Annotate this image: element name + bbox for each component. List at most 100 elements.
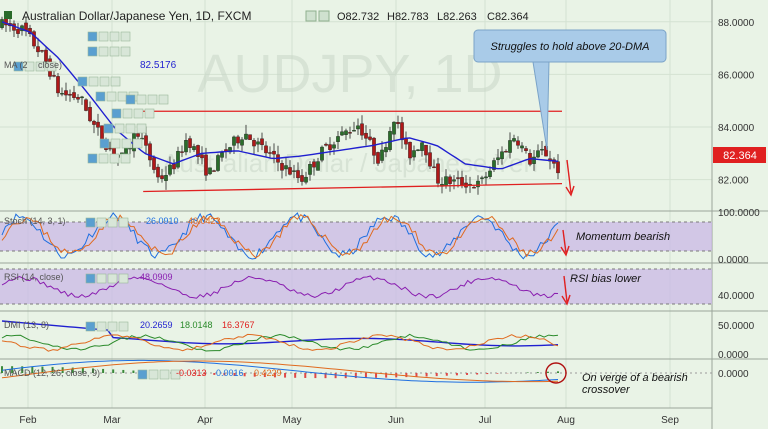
candle-body[interactable] <box>184 140 188 153</box>
macd-pane[interactable] <box>0 360 712 406</box>
candle-body[interactable] <box>100 125 104 141</box>
candle-body[interactable] <box>0 19 4 28</box>
indicator-tool-icon[interactable] <box>118 321 129 332</box>
candle-body[interactable] <box>312 161 316 168</box>
candle-body[interactable] <box>300 175 304 182</box>
indicator-tool-icon[interactable] <box>120 31 131 42</box>
stoch-d-line[interactable] <box>1 213 559 259</box>
candle-body[interactable] <box>556 161 560 174</box>
indicator-tool-icon[interactable] <box>99 138 110 149</box>
candle-body[interactable] <box>248 134 252 140</box>
indicator-tool-icon[interactable] <box>120 46 131 57</box>
indicator-tool-icon[interactable] <box>87 31 98 42</box>
indicator-tool-icon[interactable] <box>125 94 136 105</box>
indicator-tool-icon[interactable] <box>13 61 24 72</box>
indicator-tool-icon[interactable] <box>111 108 122 119</box>
indicator-tool-icon[interactable] <box>46 61 57 72</box>
indicator-tool-icon[interactable] <box>118 273 129 284</box>
indicator-tool-icon[interactable] <box>98 31 109 42</box>
candle-body[interactable] <box>536 150 540 158</box>
candle-body[interactable] <box>280 163 284 171</box>
candle-body[interactable] <box>92 120 96 125</box>
candle-body[interactable] <box>252 140 256 147</box>
candle-body[interactable] <box>352 130 356 132</box>
indicator-tool-icon[interactable] <box>158 94 169 105</box>
candle-body[interactable] <box>296 170 300 179</box>
candle-body[interactable] <box>516 140 520 146</box>
candle-body[interactable] <box>308 164 312 175</box>
candle-body[interactable] <box>396 122 400 125</box>
candle-body[interactable] <box>108 147 112 150</box>
indicator-tool-icon[interactable] <box>106 91 117 102</box>
candle-body[interactable] <box>484 176 488 179</box>
candle-body[interactable] <box>136 133 140 137</box>
candle-body[interactable] <box>212 170 216 172</box>
candle-body[interactable] <box>256 141 260 145</box>
candle-body[interactable] <box>384 147 388 153</box>
macd-signal-line[interactable] <box>1 360 559 383</box>
candle-body[interactable] <box>292 170 296 172</box>
candle-body[interactable] <box>496 157 500 160</box>
indicator-tool-icon[interactable] <box>107 217 118 228</box>
stoch-label[interactable]: Stoch (14, 3, 1) <box>4 216 66 226</box>
indicator-tool-icon[interactable] <box>87 153 98 164</box>
indicator-tool-icon[interactable] <box>98 153 109 164</box>
candle-body[interactable] <box>272 150 276 155</box>
candle-body[interactable] <box>344 130 348 135</box>
rsi-label[interactable]: RSI (14, close) <box>4 272 64 282</box>
indicator-tool-icon[interactable] <box>137 369 148 380</box>
candle-body[interactable] <box>80 96 84 99</box>
dmi-label[interactable]: DMI (13, 8) <box>4 320 49 330</box>
candle-body[interactable] <box>520 145 524 149</box>
candle-body[interactable] <box>508 140 512 153</box>
indicator-tool-icon[interactable] <box>99 76 110 87</box>
candle-body[interactable] <box>160 175 164 179</box>
candle-body[interactable] <box>176 151 180 168</box>
candle-body[interactable] <box>500 151 504 160</box>
candle-body[interactable] <box>164 175 168 181</box>
candle-body[interactable] <box>524 148 528 151</box>
candle-body[interactable] <box>44 49 48 62</box>
indicator-tool-icon[interactable] <box>148 369 159 380</box>
indicator-tool-icon[interactable] <box>95 91 106 102</box>
candle-body[interactable] <box>60 92 64 95</box>
candle-body[interactable] <box>228 147 232 153</box>
candle-body[interactable] <box>432 166 436 169</box>
candle-body[interactable] <box>236 136 240 144</box>
candle-body[interactable] <box>448 176 452 184</box>
candle-body[interactable] <box>368 136 372 140</box>
candle-body[interactable] <box>56 76 60 94</box>
candle-body[interactable] <box>472 186 476 189</box>
indicator-tool-icon[interactable] <box>170 369 181 380</box>
candle-body[interactable] <box>340 131 344 136</box>
indicator-tool-icon[interactable] <box>109 153 120 164</box>
indicator-tool-icon[interactable] <box>85 321 96 332</box>
candle-body[interactable] <box>216 155 220 171</box>
indicator-tool-icon[interactable] <box>122 108 133 119</box>
indicator-tool-icon[interactable] <box>121 138 132 149</box>
indicator-tool-icon[interactable] <box>114 123 125 134</box>
candle-body[interactable] <box>284 165 288 170</box>
candle-body[interactable] <box>372 137 376 156</box>
price-axis[interactable] <box>712 0 768 429</box>
candle-body[interactable] <box>512 138 516 142</box>
candle-body[interactable] <box>324 143 328 146</box>
candle-body[interactable] <box>400 122 404 141</box>
candle-body[interactable] <box>444 176 448 187</box>
candle-body[interactable] <box>392 121 396 135</box>
indicator-tool-icon[interactable] <box>107 321 118 332</box>
ma-label-extra[interactable]: close) <box>38 60 62 70</box>
candle-body[interactable] <box>412 150 416 158</box>
candle-body[interactable] <box>356 125 360 130</box>
indicator-tool-icon[interactable] <box>133 108 144 119</box>
candle-body[interactable] <box>152 157 156 170</box>
indicator-tool-icon[interactable] <box>24 61 35 72</box>
candle-body[interactable] <box>72 92 76 98</box>
candle-body[interactable] <box>52 75 56 77</box>
candle-body[interactable] <box>492 160 496 170</box>
candle-body[interactable] <box>504 151 508 153</box>
candle-body[interactable] <box>476 180 480 188</box>
dmi-minus-line[interactable] <box>1 333 559 352</box>
candle-body[interactable] <box>376 152 380 164</box>
symbol-title[interactable]: Australian Dollar/Japanese Yen, 1D, FXCM <box>22 9 251 23</box>
